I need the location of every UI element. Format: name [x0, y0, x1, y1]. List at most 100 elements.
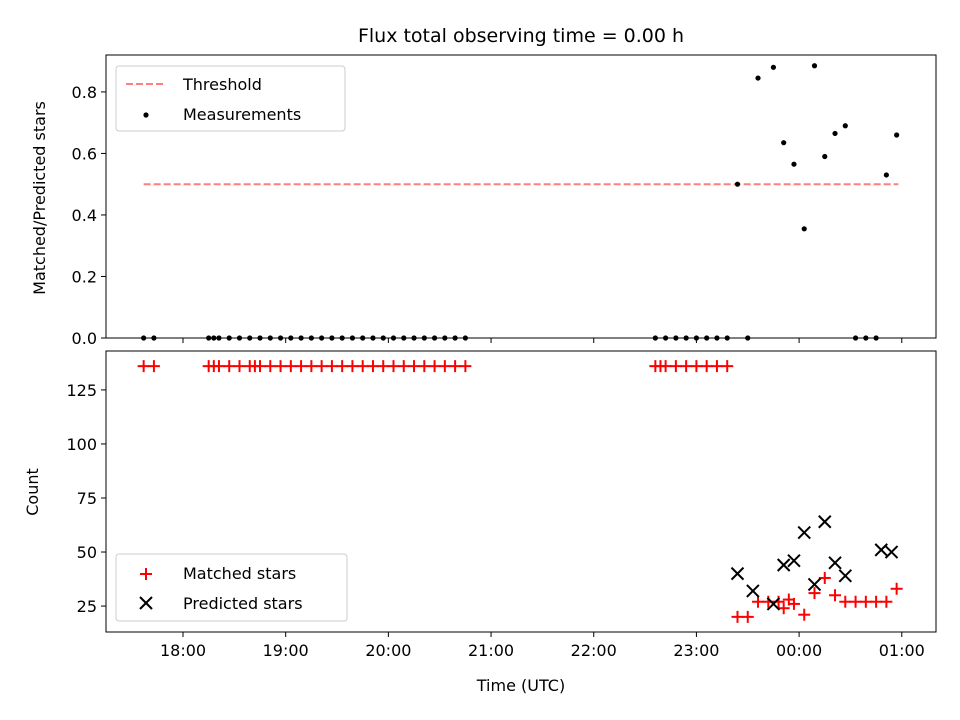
y-tick-label: 100	[66, 435, 97, 454]
bottom-y-axis-label: Count	[23, 468, 42, 516]
predicted-stars-point	[797, 525, 811, 540]
matched-stars-point	[305, 360, 318, 373]
matched-stars-point	[731, 610, 744, 623]
bottom-legend-box	[115, 553, 348, 622]
top-legend-box	[115, 65, 346, 132]
y-tick-label: 75	[77, 489, 97, 508]
predicted-stars-point	[746, 584, 760, 598]
measurement-point	[842, 123, 848, 129]
measurement-point	[755, 75, 761, 81]
measurement-point	[791, 161, 797, 167]
measurement-point	[822, 153, 828, 160]
predicted-stars-point	[838, 569, 853, 583]
matched-stars-point	[346, 360, 359, 373]
matched-stars-point	[356, 360, 369, 373]
bottom-plot-marks	[137, 360, 903, 623]
matched-stars-point	[859, 595, 872, 608]
bottom-axes-frame	[105, 350, 937, 633]
matched-stars-point	[387, 360, 400, 373]
legend-predicted-label: Predicted stars	[183, 594, 303, 613]
predicted-stars-point	[807, 577, 822, 592]
matched-stars-point	[233, 360, 246, 373]
matched-stars-point	[700, 360, 713, 373]
top-y-ticks: 0.0 0.2 0.4 0.6 0.8	[72, 83, 106, 348]
matched-stars-point	[829, 589, 842, 602]
legend-matched-label: Matched stars	[183, 564, 296, 583]
measurement-point	[770, 64, 777, 70]
x-tick-label: 23:00	[673, 641, 719, 660]
predicted-stars-point	[828, 556, 842, 570]
y-tick-label: 0.8	[72, 83, 97, 102]
matched-stars-point	[849, 595, 862, 608]
predicted-stars-point	[776, 558, 791, 572]
matched-stars-point	[223, 360, 236, 373]
x-tick-label: 18:00	[160, 641, 206, 660]
x-tick-label: 01:00	[879, 641, 925, 660]
y-tick-label: 25	[77, 597, 97, 616]
matched-stars-point	[710, 360, 723, 373]
legend-matched-swatch	[140, 568, 152, 580]
predicted-stars-point	[818, 515, 832, 529]
y-tick-label: 0.2	[72, 267, 97, 286]
matched-stars-point	[890, 582, 903, 595]
measurement-point	[811, 63, 818, 69]
x-tick-label: 22:00	[571, 641, 617, 660]
matched-stars-point	[377, 360, 390, 373]
bottom-y-ticks: 25 50 75 100 125	[66, 381, 106, 616]
y-tick-label: 0.6	[72, 144, 97, 163]
matched-stars-point	[418, 360, 431, 373]
top-axes-frame	[105, 54, 937, 339]
matched-stars-point	[787, 597, 800, 610]
x-tick-label: 20:00	[365, 641, 411, 660]
matched-stars-point	[212, 360, 225, 373]
matched-stars-point	[459, 360, 472, 373]
y-tick-label: 0.4	[72, 206, 97, 225]
matched-stars-point	[336, 360, 349, 373]
matched-stars-point	[438, 360, 451, 373]
matched-stars-point	[752, 595, 765, 608]
matched-stars-point	[274, 360, 287, 373]
matched-stars-point	[428, 360, 441, 373]
top-axes: Flux total observing time = 0.00 h Match…	[30, 25, 937, 348]
y-tick-label: 50	[77, 543, 97, 562]
x-tick-label: 21:00	[468, 641, 514, 660]
predicted-stars-point	[884, 545, 899, 559]
predicted-stars-point	[787, 553, 801, 568]
matched-stars-point	[147, 360, 160, 373]
matched-stars-point	[777, 602, 790, 615]
top-chart-title: Flux total observing time = 0.00 h	[358, 25, 684, 47]
matched-stars-point	[315, 360, 328, 373]
measurement-point	[894, 132, 900, 138]
matched-stars-point	[798, 608, 811, 621]
bottom-legend: Matched stars Predicted stars	[115, 553, 348, 622]
y-tick-label: 125	[66, 381, 97, 400]
legend-predicted-swatch	[139, 596, 153, 610]
matched-stars-point	[449, 360, 462, 373]
matched-stars-point	[690, 360, 703, 373]
predicted-stars-point	[874, 543, 888, 557]
y-tick-label: 0.0	[72, 329, 97, 348]
legend-threshold-label: Threshold	[182, 75, 262, 94]
legend-measurements-label: Measurements	[183, 105, 301, 124]
x-tick-label: 19:00	[263, 641, 309, 660]
matched-stars-point	[254, 360, 267, 373]
matched-stars-point	[295, 360, 308, 373]
matched-stars-point	[808, 587, 821, 600]
measurement-point	[883, 172, 889, 178]
bottom-axes: Count Time (UTC) 25 50 75 100 125 18:00 19:00…	[23, 350, 937, 695]
matched-stars-point	[264, 360, 277, 373]
matched-stars-point	[408, 360, 421, 373]
matched-stars-point	[741, 610, 754, 623]
top-y-axis-label: Matched/Predicted stars	[30, 101, 49, 295]
matched-stars-point	[680, 360, 693, 373]
predicted-stars-point	[730, 566, 745, 581]
matched-stars-point	[366, 360, 379, 373]
matched-stars-point	[721, 360, 734, 373]
matched-stars-point	[325, 360, 338, 373]
bottom-x-axis-label: Time (UTC)	[476, 676, 565, 695]
legend-measurements-swatch	[143, 112, 149, 118]
bottom-x-ticks: 18:00 19:00 20:00 21:00 22:00 23:00 00:00 01:00	[160, 632, 925, 660]
matched-stars-point	[659, 360, 672, 373]
matched-stars-point	[669, 360, 682, 373]
